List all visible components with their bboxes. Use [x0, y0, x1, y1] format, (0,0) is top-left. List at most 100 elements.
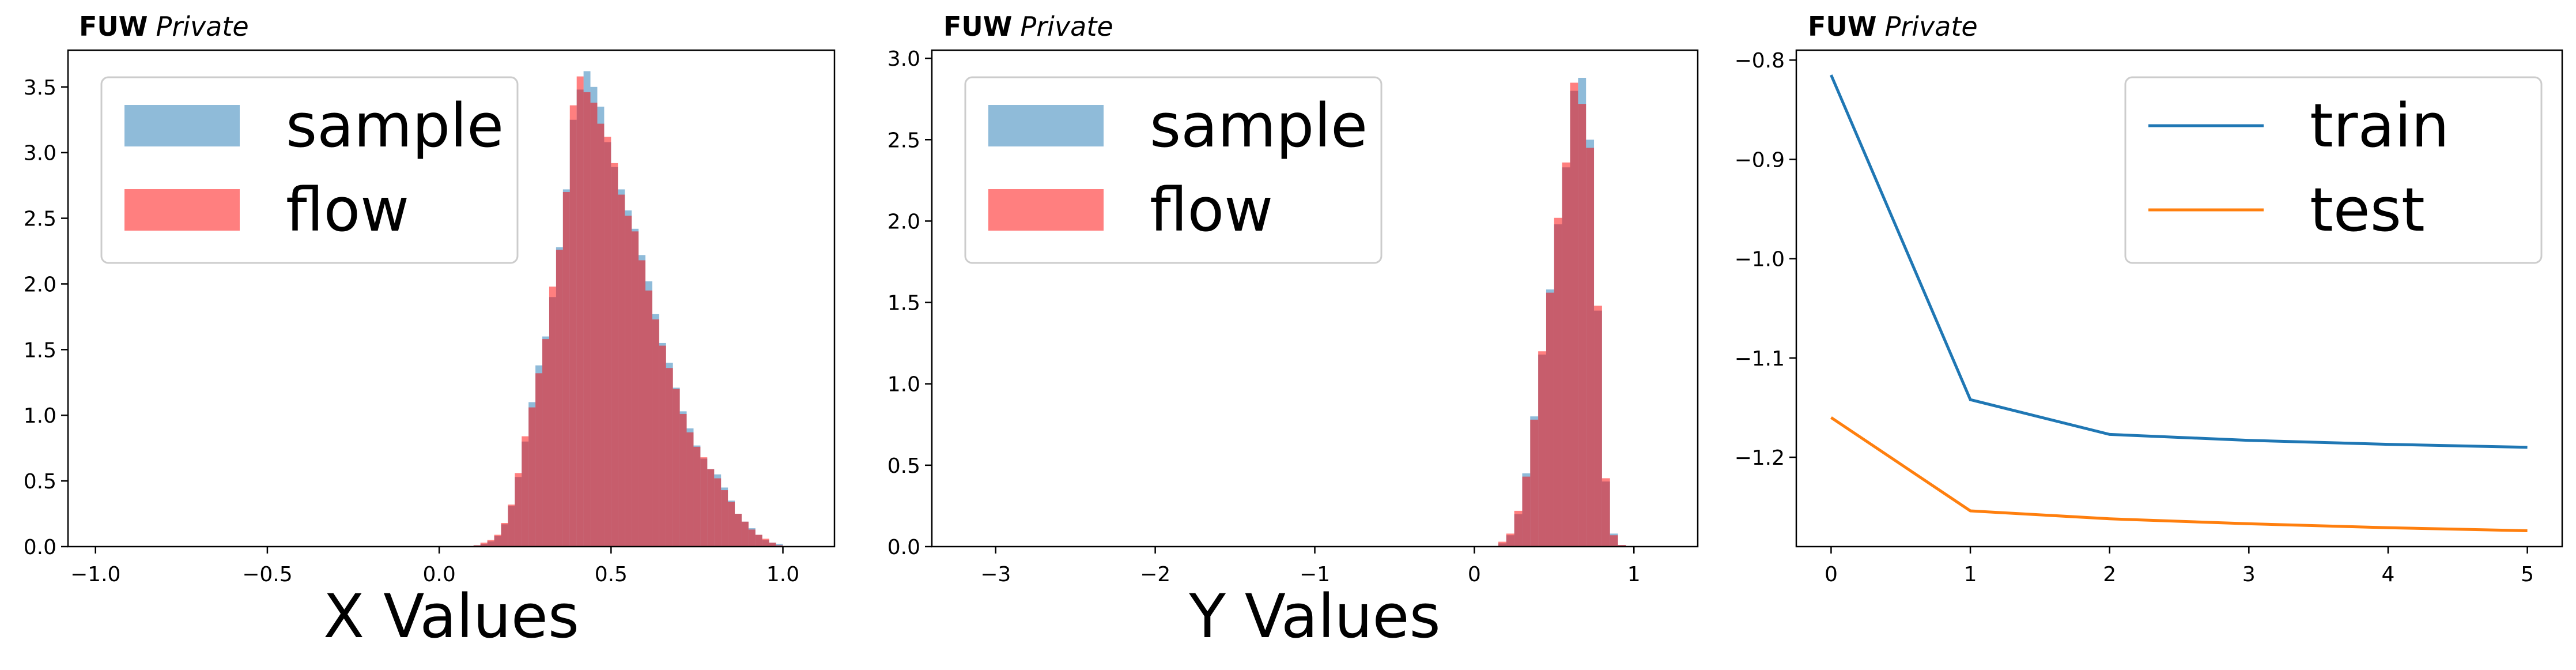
legend: sample flow	[964, 76, 1383, 264]
x-tick-label: 5	[2521, 563, 2534, 586]
x-tick-label: −1	[1300, 563, 1330, 586]
bar-flow	[748, 529, 756, 547]
bar-flow	[645, 290, 652, 547]
x-tick-label: −3	[980, 563, 1011, 586]
bar-flow	[1530, 419, 1539, 547]
bar-flow	[686, 432, 694, 547]
legend-label-train: train	[2310, 91, 2449, 161]
y-tick-label: 2.0	[887, 210, 920, 234]
bar-flow	[1498, 541, 1506, 547]
bar-flow	[556, 250, 563, 547]
bar-flow	[480, 543, 488, 547]
bar-flow	[562, 192, 570, 547]
legend-swatch-sample	[988, 105, 1104, 146]
y-tick-label: 2.0	[24, 273, 56, 296]
legend-swatch-sample	[124, 105, 240, 146]
bar-flow	[769, 543, 776, 547]
legend-label-flow: flow	[1150, 175, 1273, 245]
y-tick-label: 3.0	[24, 142, 56, 165]
x-tick-label: 0.5	[595, 563, 628, 586]
y-tick-label: 3.5	[24, 76, 56, 100]
legend-label-flow: flow	[286, 175, 409, 245]
y-tick-label: −0.9	[1735, 148, 1785, 172]
bar-flow	[508, 505, 515, 547]
chart-y-values-histogram: FUW Private −3 −2 −1 0 1 0.0 0.5 1.0 1.5 2.0 2.5 3.0 Y…	[887, 11, 1699, 652]
chart-header: FUW Private	[79, 11, 249, 42]
header-bold: FUW	[1808, 11, 1877, 42]
bar-flow	[632, 231, 639, 547]
legend-label-sample: sample	[1150, 91, 1368, 161]
legend: train test	[2124, 76, 2543, 264]
bar-flow	[590, 103, 598, 547]
chart-train-test-lines: FUW Private 0 1 2 3 4 5 −0.8 −0.9 −1.0 −1.1 −1.2 trai…	[1735, 11, 2563, 586]
y-tick-label: 1.0	[887, 373, 920, 397]
y-tick-label: 0.5	[887, 454, 920, 478]
y-tick-label: 2.5	[24, 208, 56, 231]
bar-flow	[693, 446, 701, 547]
bar-flow	[515, 473, 522, 547]
bar-flow	[604, 137, 611, 547]
bar-flow	[1538, 351, 1546, 547]
bar-flow	[618, 194, 625, 547]
bar-flow	[569, 105, 577, 547]
bar-flow	[1618, 545, 1626, 547]
legend-box	[2124, 76, 2543, 264]
bar-flow	[755, 535, 762, 547]
bar-flow	[522, 436, 529, 547]
bar-flow	[735, 514, 742, 547]
legend-label-test: test	[2310, 175, 2425, 245]
bar-flow	[597, 123, 605, 547]
bar-flow	[542, 339, 549, 547]
bar-flow	[1594, 306, 1602, 547]
bar-flow	[721, 490, 728, 547]
header-italic: Private	[156, 11, 249, 42]
series-line-train	[1830, 74, 2528, 449]
bar-flow	[1610, 535, 1618, 547]
header-bold: FUW	[79, 11, 148, 42]
chart-header: FUW Private	[1808, 11, 1978, 42]
bar-flow	[535, 373, 543, 547]
y-tick-label: 3.0	[887, 47, 920, 71]
x-axis-label: Y Values	[1188, 581, 1440, 652]
y-tick-label: 0.0	[887, 536, 920, 559]
legend-label-sample: sample	[286, 91, 504, 161]
x-tick-label: 3	[2242, 563, 2256, 586]
header-bold: FUW	[943, 11, 1013, 42]
bar-flow	[741, 521, 749, 547]
axes-frame	[1795, 49, 2563, 548]
bar-flow	[1562, 162, 1570, 547]
y-tick-label: −1.1	[1735, 347, 1785, 371]
header-italic: Private	[1885, 11, 1978, 42]
x-tick-label: 1.0	[766, 563, 799, 586]
bar-flow	[1554, 217, 1562, 547]
bar-flow	[501, 523, 508, 547]
chart-header: FUW Private	[943, 11, 1113, 42]
bar-flow	[707, 469, 715, 547]
series-line-test	[1830, 416, 2528, 532]
header-italic: Private	[1021, 11, 1113, 42]
x-tick-label: 1	[1627, 563, 1641, 586]
x-axis-label: X Values	[323, 581, 579, 652]
x-tick-label: 2	[2103, 563, 2116, 586]
bar-flow	[494, 535, 501, 547]
bar-flow	[652, 319, 659, 547]
bar-flow	[1546, 292, 1554, 547]
bar-flow	[1514, 510, 1523, 547]
bar-flow	[611, 163, 618, 547]
x-tick-label: 0	[1468, 563, 1481, 586]
bar-flow	[666, 368, 673, 547]
bar-flow	[762, 539, 769, 547]
chart-x-values-histogram: FUW Private −1.0 −0.5 0.0 0.5 1.0 0.0 0.5 1.0 1.5 2…	[24, 11, 836, 652]
bar-flow	[1506, 533, 1514, 547]
bar-flow	[639, 260, 645, 547]
y-tick-label: 1.0	[24, 404, 56, 428]
y-tick-label: −1.0	[1735, 248, 1785, 272]
y-tick-label: 2.5	[887, 129, 920, 152]
x-tick-label: 0	[1825, 563, 1838, 586]
bar-flow	[659, 345, 666, 547]
y-tick-label: 0.5	[24, 470, 56, 494]
bar-flow	[679, 413, 687, 547]
x-tick-label: 4	[2382, 563, 2395, 586]
y-tick-label: 1.5	[887, 292, 920, 315]
bar-flow	[1586, 148, 1595, 547]
